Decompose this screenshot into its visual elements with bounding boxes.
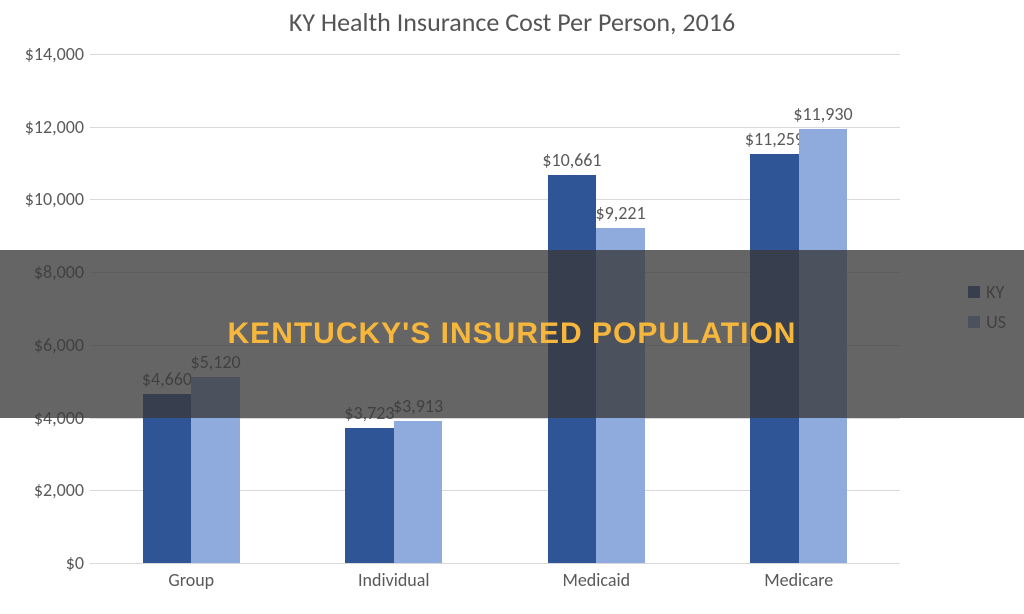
bar-value-label: $11,259 (745, 128, 804, 150)
headline-overlay-text: KENTUCKY'S INSURED POPULATION (228, 317, 797, 351)
bar-value-label: $11,930 (793, 103, 852, 125)
headline-overlay-band: KENTUCKY'S INSURED POPULATION (0, 250, 1024, 418)
chart-container: KY Health Insurance Cost Per Person, 201… (0, 0, 1024, 614)
y-tick-label: $14,000 (25, 43, 84, 65)
x-tick-label: Individual (358, 569, 430, 591)
y-tick-label: $0 (66, 552, 84, 574)
bar-value-label: $10,661 (542, 149, 601, 171)
grid-line (90, 54, 900, 55)
bar-ky-individual: $3,723 (345, 428, 394, 563)
x-tick-label: Group (168, 569, 214, 591)
bar-us-individual: $3,913 (394, 421, 443, 563)
x-tick-label: Medicaid (562, 569, 630, 591)
y-tick-label: $10,000 (25, 188, 84, 210)
x-tick-label: Medicare (764, 569, 833, 591)
chart-title: KY Health Insurance Cost Per Person, 201… (0, 6, 1024, 38)
bar-value-label: $9,221 (595, 202, 645, 224)
y-tick-label: $12,000 (25, 116, 84, 138)
bar-ky-group: $4,660 (143, 394, 192, 563)
y-tick-label: $2,000 (34, 479, 84, 501)
